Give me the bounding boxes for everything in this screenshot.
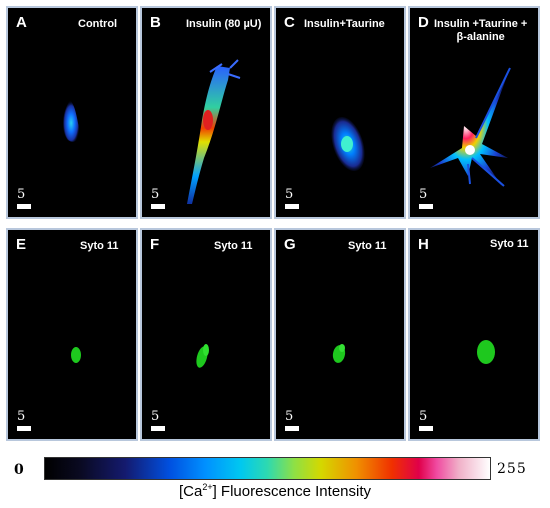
colorbar-title-superscript: 2+ <box>202 482 213 492</box>
panel-letter: D <box>418 14 429 31</box>
scale-bar-label: 5 <box>419 409 428 424</box>
calcium-cell-alanine <box>430 67 511 187</box>
panel-title: Insulin +Taurine + β-alanine <box>434 18 528 43</box>
fluorescence-colorbar <box>44 457 491 480</box>
scale-bar-label: 5 <box>285 187 294 202</box>
panel-letter: E <box>16 236 27 253</box>
panel-letter: H <box>418 236 429 253</box>
scale-bar <box>17 204 31 209</box>
syto-nucleus-taurine <box>332 344 346 363</box>
syto-nucleus-alanine <box>477 340 495 364</box>
scale-bar <box>285 204 299 209</box>
panel-g: G Syto 11 5 <box>274 228 406 441</box>
colorbar-title-suffix: ] Fluorescence Intensity <box>212 483 372 500</box>
scale-bar <box>151 204 165 209</box>
panel-c: C Insulin+Taurine 5 <box>274 6 406 219</box>
colorbar-title-prefix: [Ca <box>178 483 203 500</box>
scale-bar-label: 5 <box>151 187 160 202</box>
syto-nucleus-insulin <box>196 344 209 368</box>
panel-f: F Syto 11 5 <box>140 228 272 441</box>
panel-letter: C <box>284 14 295 31</box>
panel-letter: A <box>16 14 27 31</box>
scale-bar-label: 5 <box>285 409 294 424</box>
panel-letter: F <box>150 236 160 253</box>
panel-title: Syto 11 <box>214 240 253 252</box>
panel-title: Control <box>78 18 118 30</box>
calcium-cell-control <box>63 100 80 142</box>
colorbar-title: [Ca2+] Fluorescence Intensity <box>0 482 550 500</box>
panel-letter: G <box>284 236 296 253</box>
scale-bar <box>151 426 165 431</box>
panel-d: D Insulin +Taurine + β-alanine 5 <box>408 6 540 219</box>
scale-bar-label: 5 <box>17 409 26 424</box>
scale-bar <box>285 426 299 431</box>
colorbar-max-label: 255 <box>497 461 527 477</box>
colorbar-min-label: 0 <box>14 462 24 478</box>
calcium-cell-taurine <box>331 116 365 172</box>
panel-title: Syto 11 <box>348 240 387 252</box>
panel-letter: B <box>150 14 161 31</box>
scale-bar <box>17 426 31 431</box>
panel-h: H Syto 11 5 <box>408 228 540 441</box>
calcium-cell-insulin <box>187 59 241 204</box>
syto-nucleus-control <box>71 347 81 363</box>
panel-title: Syto 11 <box>490 238 529 250</box>
scale-bar <box>419 426 433 431</box>
scale-bar-label: 5 <box>151 409 160 424</box>
panel-title: Insulin (80 µU) <box>186 18 262 30</box>
panel-title: Insulin+Taurine <box>304 18 385 30</box>
panel-title: Syto 11 <box>80 240 119 252</box>
panel-e: E Syto 11 5 <box>6 228 138 441</box>
scale-bar <box>419 204 433 209</box>
scale-bar-label: 5 <box>17 187 26 202</box>
panel-b: B Insulin (80 µU) 5 <box>140 6 272 219</box>
scale-bar-label: 5 <box>419 187 428 202</box>
panel-a: A Control 5 <box>6 6 138 219</box>
